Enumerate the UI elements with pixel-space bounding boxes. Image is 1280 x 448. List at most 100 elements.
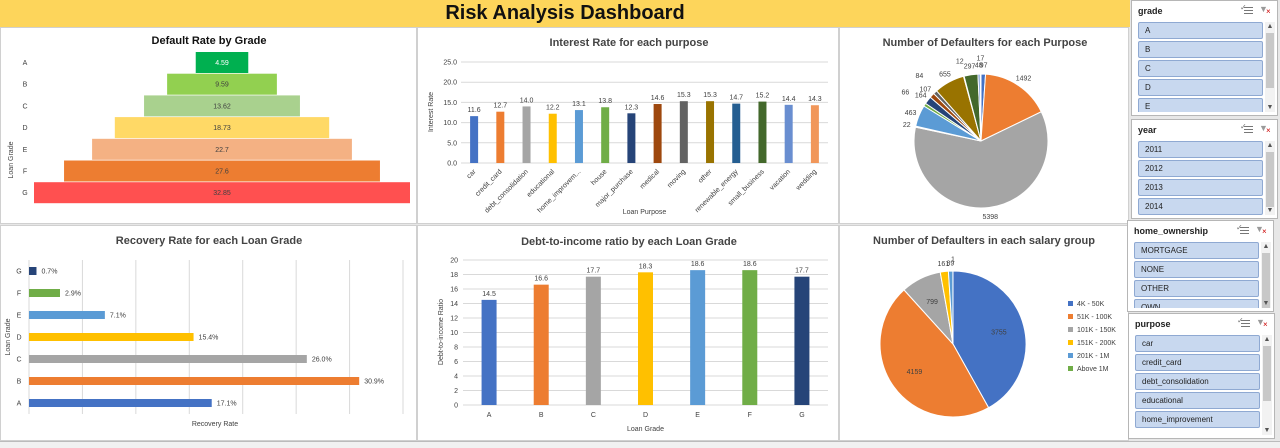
slicer-item[interactable]: credit_card bbox=[1135, 354, 1260, 371]
multi-select-icon[interactable] bbox=[1240, 122, 1253, 135]
bar bbox=[585, 276, 601, 405]
data-label: 164 bbox=[915, 92, 927, 99]
slicer-item[interactable]: car bbox=[1135, 335, 1260, 352]
data-label: 15.3 bbox=[677, 92, 691, 99]
data-label: 13.8 bbox=[598, 98, 612, 105]
legend-label: 201K - 1M bbox=[1077, 353, 1109, 360]
x-tick-label: house bbox=[590, 168, 609, 187]
legend-label: 4K - 50K bbox=[1077, 301, 1105, 308]
data-label: 3755 bbox=[991, 330, 1007, 337]
data-label: 26.0% bbox=[312, 357, 332, 364]
slicer-item[interactable]: 2011 bbox=[1138, 141, 1263, 158]
bar bbox=[29, 267, 37, 275]
y-tick-label: D bbox=[22, 125, 27, 132]
slicer-item[interactable]: OTHER bbox=[1134, 280, 1259, 297]
home-ownership-slicer: home_ownership MORTGAGE NONE OTHER OWN ▲▼ bbox=[1127, 220, 1274, 312]
data-label: 15.2 bbox=[756, 93, 770, 100]
y-tick-label: 2 bbox=[454, 388, 458, 395]
data-label: 463 bbox=[905, 110, 917, 117]
data-label: 12.7 bbox=[494, 103, 508, 110]
data-label: 12.2 bbox=[546, 105, 560, 112]
y-tick-label: 0 bbox=[454, 403, 458, 410]
clear-filter-icon[interactable] bbox=[1259, 4, 1271, 16]
slicer-item[interactable]: NONE bbox=[1134, 261, 1259, 278]
slicer-item[interactable]: OWN bbox=[1134, 299, 1259, 308]
clear-filter-icon[interactable] bbox=[1255, 224, 1267, 236]
y-tick-label: 5.0 bbox=[447, 140, 457, 147]
slicer-item[interactable]: MORTGAGE bbox=[1134, 242, 1259, 259]
slicer-item[interactable]: D bbox=[1138, 79, 1263, 96]
bar bbox=[706, 101, 715, 163]
defaulters-purpose-panel: Number of Defaulters for each Purpose 97 1… bbox=[839, 27, 1129, 224]
purpose-slicer-scrollbar[interactable]: ▲ ▼ bbox=[1262, 335, 1272, 435]
legend-label: 51K - 100K bbox=[1077, 314, 1112, 321]
y-tick-label: 15.0 bbox=[443, 100, 457, 107]
data-label: 799 bbox=[926, 299, 938, 306]
data-label: 9.59 bbox=[215, 82, 229, 89]
bar bbox=[742, 270, 758, 405]
data-label: 18.3 bbox=[639, 263, 653, 270]
home-ownership-slicer-scrollbar[interactable]: ▲ ▼ bbox=[1261, 242, 1271, 308]
clear-filter-icon[interactable] bbox=[1256, 317, 1268, 329]
purpose-slicer-list: car credit_card debt_consolidation educatio… bbox=[1135, 335, 1260, 435]
dashboard-title-bar: Risk Analysis Dashboard bbox=[0, 0, 1130, 27]
legend-label: 101K - 150K bbox=[1077, 327, 1116, 334]
chart-title: Interest Rate for each purpose bbox=[550, 37, 709, 49]
data-label: 14.7 bbox=[729, 95, 743, 102]
slicer-item[interactable]: C bbox=[1138, 60, 1263, 77]
recovery-rate-panel: Recovery Rate for each Loan Grade A 17.1% B… bbox=[0, 225, 417, 441]
y-tick-label: G bbox=[22, 190, 27, 197]
data-label: 17.1% bbox=[217, 401, 237, 408]
bar bbox=[732, 103, 741, 163]
y-tick-label: D bbox=[16, 335, 21, 342]
home-ownership-slicer-title: home_ownership bbox=[1134, 226, 1209, 236]
slicer-item[interactable]: 2013 bbox=[1138, 179, 1263, 196]
y-tick-label: 8 bbox=[454, 345, 458, 352]
clear-filter-icon[interactable] bbox=[1259, 123, 1271, 135]
data-label: 107 bbox=[920, 87, 932, 94]
slicer-item[interactable]: 2014 bbox=[1138, 198, 1263, 215]
sheet-bottom-strip bbox=[0, 441, 1280, 448]
pie-slice bbox=[879, 289, 990, 418]
data-label: 2.9% bbox=[65, 291, 81, 298]
bar bbox=[690, 270, 706, 405]
slicer-item[interactable]: 2012 bbox=[1138, 160, 1263, 177]
slicer-item[interactable]: home_improvement bbox=[1135, 411, 1260, 428]
bar bbox=[784, 104, 793, 163]
slicer-item[interactable]: educational bbox=[1135, 392, 1260, 409]
x-tick-label: moving bbox=[666, 168, 687, 189]
chart-title: Number of Defaulters in each salary grou… bbox=[873, 235, 1095, 247]
multi-select-icon[interactable] bbox=[1236, 223, 1249, 236]
x-tick-label: D bbox=[643, 412, 648, 419]
x-tick-label: G bbox=[799, 412, 804, 419]
legend-swatch bbox=[1068, 327, 1073, 332]
y-tick-label: E bbox=[23, 147, 28, 154]
data-label: 0.7% bbox=[41, 269, 57, 276]
data-label: 18.73 bbox=[213, 125, 231, 132]
default-rate-panel: Default Rate by Grade Loan Grade A 4.59 B 9.5… bbox=[0, 27, 417, 224]
slicer-item[interactable]: A bbox=[1138, 22, 1263, 39]
y-tick-label: 10 bbox=[450, 330, 458, 337]
bar bbox=[574, 110, 583, 163]
bar bbox=[758, 101, 767, 163]
year-slicer-list: 2011 2012 2013 2014 bbox=[1138, 141, 1263, 215]
data-label: 297 bbox=[964, 63, 976, 70]
data-label: 17.7 bbox=[587, 268, 601, 275]
y-tick-label: 10.0 bbox=[443, 120, 457, 127]
multi-select-icon[interactable] bbox=[1237, 316, 1250, 329]
bar bbox=[638, 272, 653, 405]
defaulters-salary-panel: Number of Defaulters in each salary grou… bbox=[839, 225, 1129, 441]
data-label: 4159 bbox=[907, 369, 923, 376]
multi-select-icon[interactable] bbox=[1240, 3, 1253, 16]
bar bbox=[548, 113, 557, 163]
pie-slice bbox=[913, 111, 1049, 209]
slicer-item[interactable]: E bbox=[1138, 98, 1263, 112]
slicer-item[interactable]: B bbox=[1138, 41, 1263, 58]
bar bbox=[92, 138, 352, 160]
year-slicer-scrollbar[interactable]: ▲ ▼ bbox=[1265, 141, 1275, 215]
grade-slicer-scrollbar[interactable]: ▲ ▼ bbox=[1265, 22, 1275, 112]
y-axis-label: Loan Grade bbox=[5, 318, 12, 355]
slicer-item[interactable]: debt_consolidation bbox=[1135, 373, 1260, 390]
y-tick-label: G bbox=[16, 269, 21, 276]
pie-slice bbox=[952, 270, 1027, 409]
